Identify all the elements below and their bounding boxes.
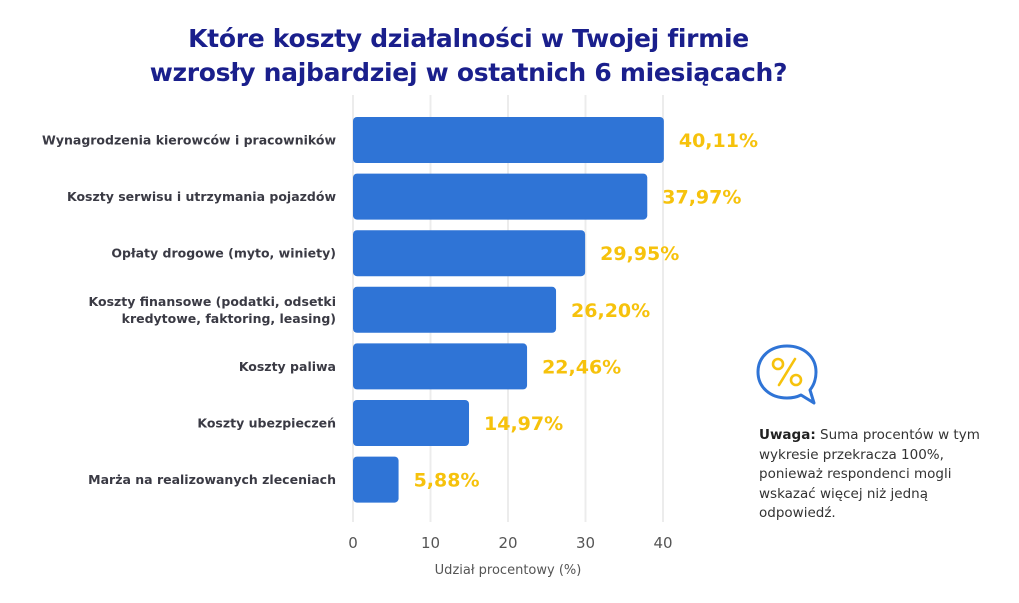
chart-title-line-2: wzrosły najbardziej w ostatnich 6 miesią…: [149, 58, 788, 87]
category-label: Marża na realizowanych zleceniach: [88, 472, 336, 487]
bar: [353, 173, 648, 220]
note-text: Uwaga: Suma procentów w tym wykresie prz…: [759, 426, 999, 524]
x-tick-label: 30: [576, 534, 595, 552]
category-label: Koszty serwisu i utrzymania pojazdów: [67, 189, 336, 204]
value-label: 37,97%: [662, 187, 741, 209]
bar: [353, 343, 528, 390]
value-label: 40,11%: [679, 130, 758, 152]
chart-title-line-1: Które koszty działalności w Twojej firmi…: [188, 24, 749, 53]
x-tick-label: 0: [348, 534, 358, 552]
bar: [353, 400, 470, 446]
value-label: 14,97%: [484, 413, 563, 435]
percent-speech-bubble-icon: [756, 344, 818, 405]
x-tick-label: 10: [421, 534, 440, 552]
x-axis-ticks: 0 10 20 30 40: [348, 534, 672, 552]
value-label: 5,88%: [414, 470, 480, 492]
category-label: Opłaty drogowe (myto, winiety): [111, 246, 336, 261]
bars: [353, 117, 664, 503]
category-label: Wynagrodzenia kierowców i pracowników: [42, 133, 336, 148]
value-label: 26,20%: [571, 300, 650, 322]
value-labels: 40,11% 37,97% 29,95% 26,20% 22,46% 14,97% 5,88…: [414, 130, 758, 492]
value-label: 22,46%: [542, 356, 621, 378]
x-tick-label: 40: [653, 534, 672, 552]
chart-title: Które koszty działalności w Twojej firmi…: [0, 22, 937, 90]
category-label: Koszty ubezpieczeń: [197, 416, 336, 431]
bar: [353, 230, 586, 277]
note-body: Suma procentów w tym wykresie przekracza…: [759, 427, 980, 521]
value-label: 29,95%: [600, 243, 679, 265]
category-labels: Wynagrodzenia kierowców i pracowników Kos…: [42, 133, 336, 488]
bar: [353, 286, 557, 333]
bar: [353, 117, 664, 163]
x-axis-label: Udział procentowy (%): [435, 563, 582, 578]
x-tick-label: 20: [498, 534, 517, 552]
bar: [353, 456, 399, 503]
category-label: Koszty finansowe (podatki, odsetki kredyt…: [89, 294, 336, 326]
category-label: Koszty paliwa: [239, 359, 336, 374]
note-bold-label: Uwaga:: [759, 427, 816, 443]
